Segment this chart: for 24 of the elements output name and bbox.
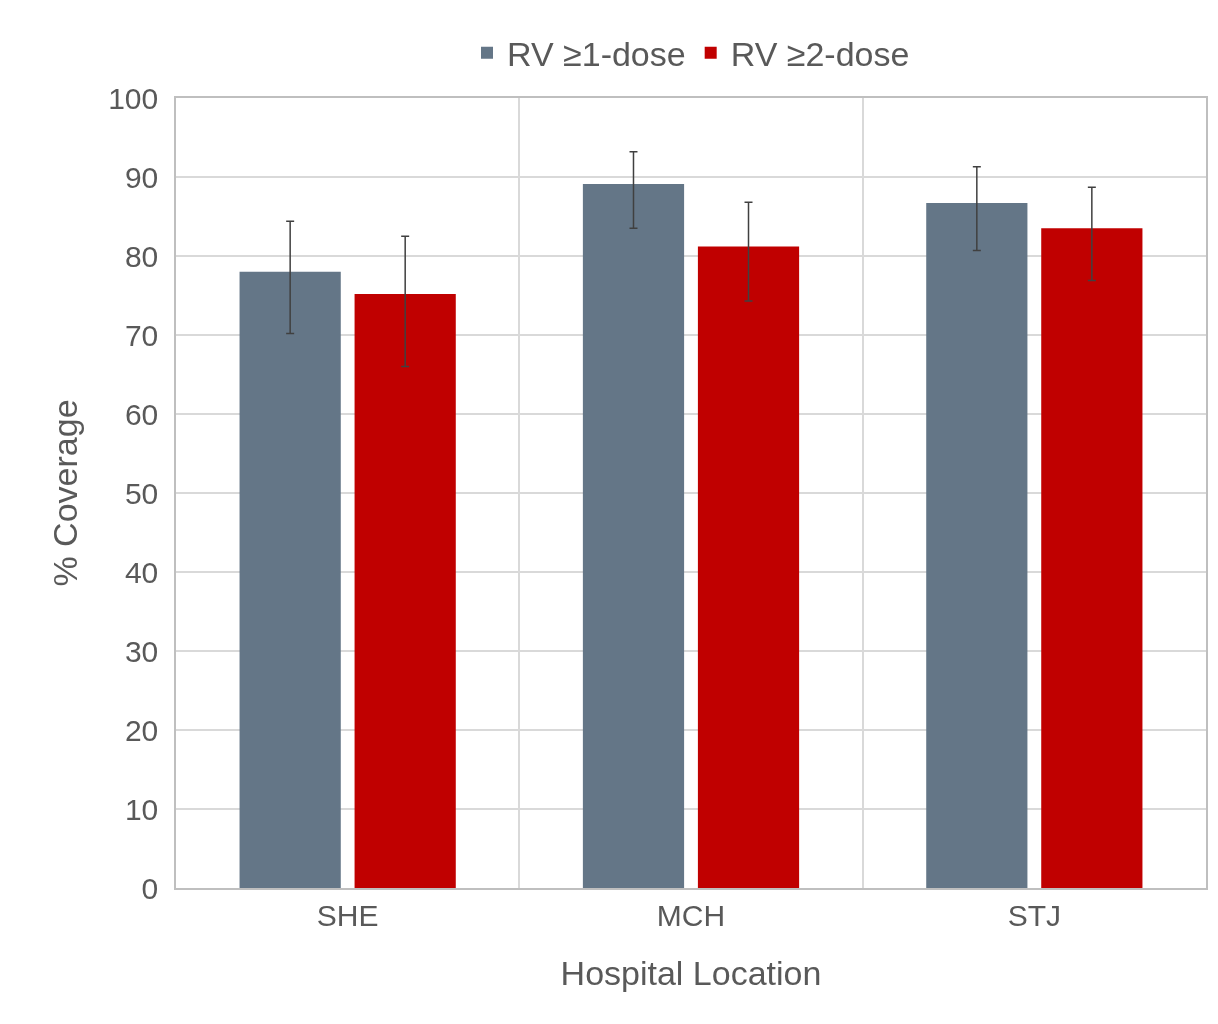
- y-tick-label: 20: [124, 713, 159, 747]
- bar: [354, 293, 456, 888]
- y-tick-label: 10: [124, 792, 159, 826]
- bar: [239, 271, 341, 888]
- bar: [926, 203, 1028, 888]
- bar: [1041, 228, 1143, 888]
- x-tick-label: MCH: [656, 898, 726, 932]
- x-tick-label: SHE: [316, 898, 379, 932]
- legend-label: RV ≥1-dose: [507, 35, 686, 74]
- y-tick-label: 0: [141, 871, 159, 905]
- x-tick-label: STJ: [1007, 898, 1061, 932]
- y-tick-label: 30: [124, 634, 159, 668]
- y-tick-label: 100: [108, 81, 159, 115]
- y-axis-title: % Coverage: [46, 399, 85, 587]
- legend-label: RV ≥2-dose: [730, 35, 910, 74]
- y-tick-label: 90: [124, 160, 159, 194]
- y-tick-label: 50: [124, 476, 159, 510]
- y-tick-label: 80: [124, 239, 159, 273]
- x-axis-title: Hospital Location: [560, 953, 822, 992]
- y-tick-label: 40: [124, 555, 159, 589]
- y-tick-label: 60: [124, 397, 159, 431]
- bar: [697, 246, 800, 888]
- y-tick-label: 70: [124, 318, 159, 352]
- bar: [582, 184, 685, 888]
